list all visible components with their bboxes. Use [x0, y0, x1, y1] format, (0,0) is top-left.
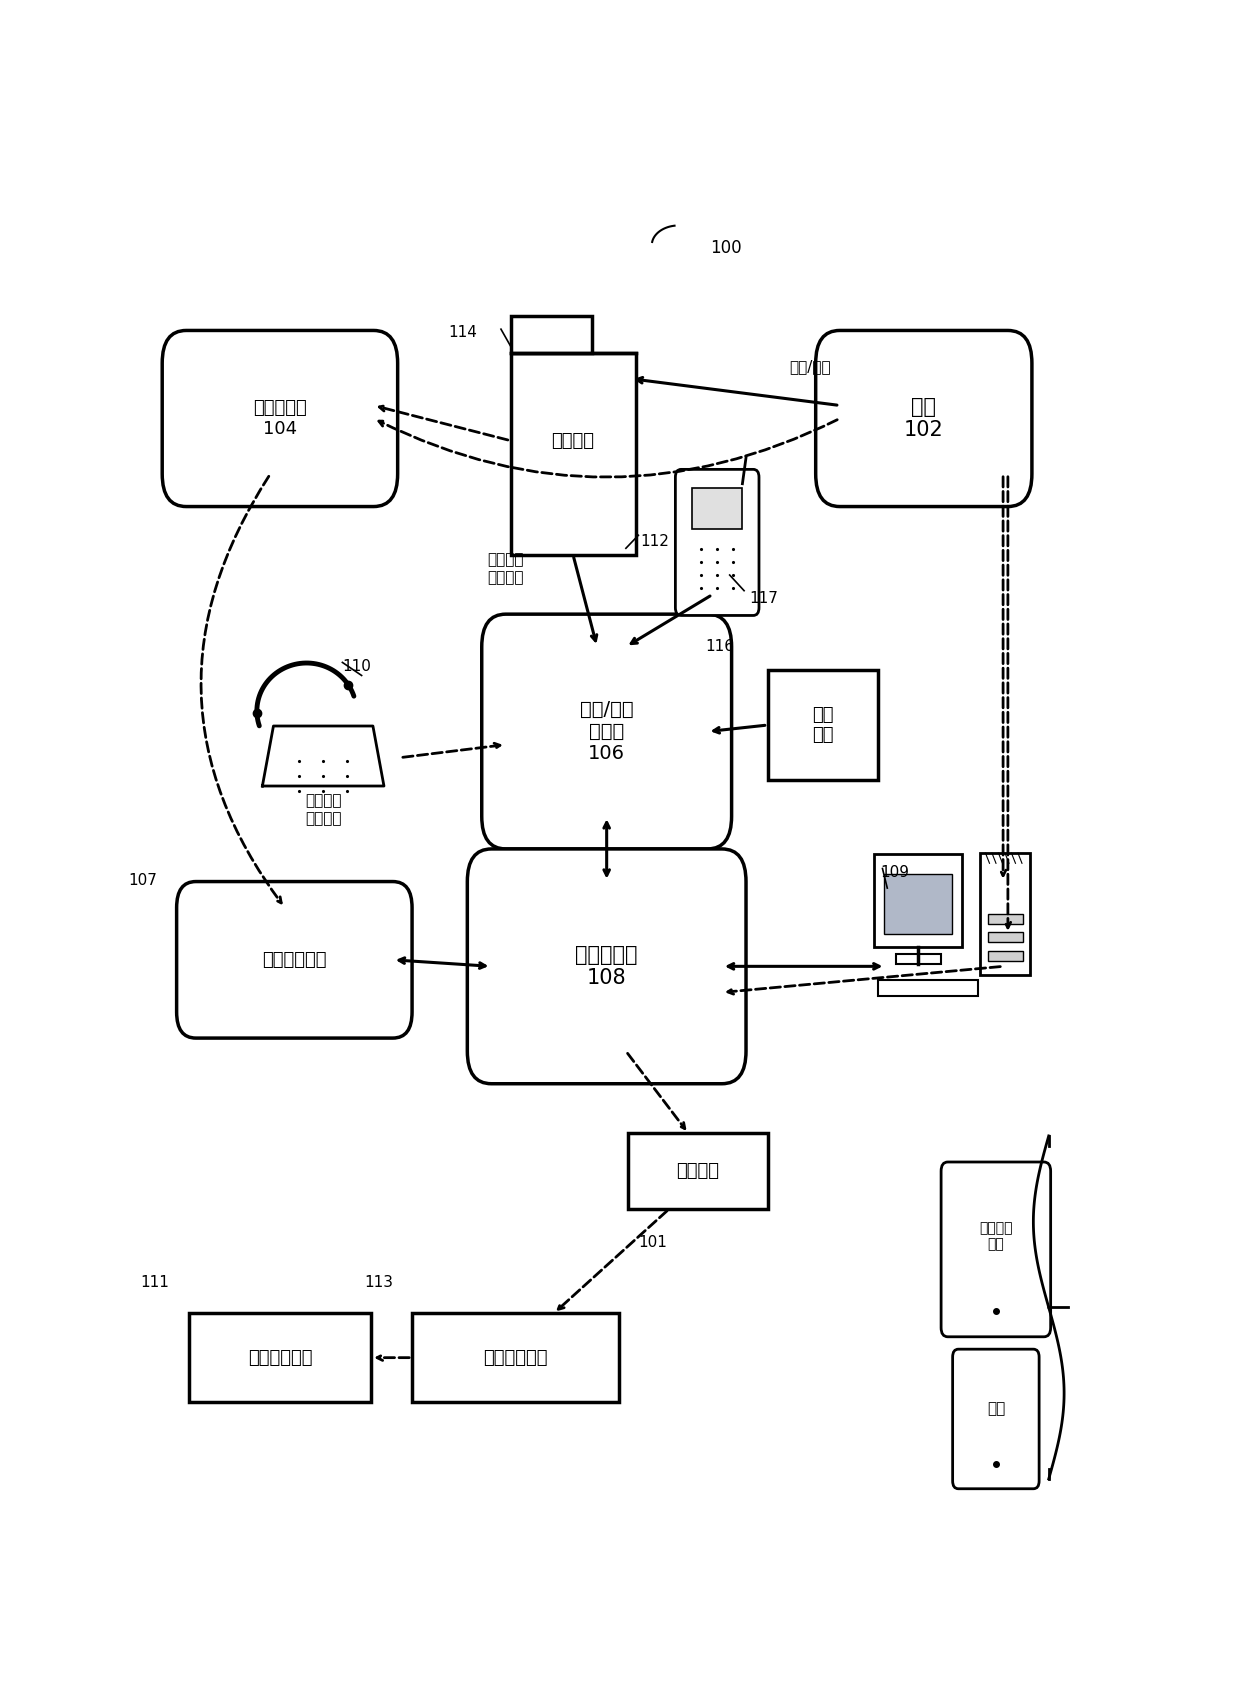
Text: 113: 113	[363, 1276, 393, 1289]
Text: 109: 109	[880, 866, 910, 879]
Bar	[768, 669, 878, 781]
Text: 电话: 电话	[987, 1401, 1004, 1416]
FancyBboxPatch shape	[952, 1348, 1039, 1489]
Text: 数据门户: 数据门户	[677, 1162, 719, 1181]
Text: 保健提供者
104: 保健提供者 104	[253, 400, 306, 439]
Text: 116: 116	[706, 639, 734, 654]
Polygon shape	[263, 727, 384, 786]
Text: 患者
102: 患者 102	[904, 396, 944, 440]
Text: 112: 112	[640, 534, 670, 549]
Text: 101: 101	[637, 1235, 667, 1250]
Text: 117: 117	[749, 591, 777, 606]
Bar	[874, 854, 962, 947]
Bar	[412, 1313, 619, 1403]
Text: 免费专用
电话号码: 免费专用 电话号码	[305, 793, 341, 827]
Text: 电子健康记录: 电子健康记录	[262, 950, 326, 969]
FancyBboxPatch shape	[176, 881, 412, 1038]
Bar	[878, 981, 978, 996]
Bar	[511, 352, 635, 556]
Text: 传真/语音
服务器
106: 传真/语音 服务器 106	[580, 700, 634, 762]
Text: 请求/许可: 请求/许可	[789, 359, 831, 374]
FancyBboxPatch shape	[481, 615, 732, 849]
Text: 免费专用
电话号码: 免费专用 电话号码	[487, 552, 525, 584]
Text: 生命
线卡: 生命 线卡	[812, 706, 833, 744]
Text: 医疗设备网关: 医疗设备网关	[484, 1348, 548, 1367]
FancyBboxPatch shape	[467, 849, 746, 1084]
Text: 医疗记录: 医疗记录	[552, 432, 594, 449]
Bar	[988, 932, 1023, 942]
Bar	[981, 854, 1030, 976]
Bar	[895, 954, 940, 964]
Text: 111: 111	[140, 1276, 170, 1289]
Bar	[988, 915, 1023, 923]
Text: 100: 100	[711, 239, 742, 256]
Text: 患者监测设备: 患者监测设备	[248, 1348, 312, 1367]
FancyBboxPatch shape	[816, 330, 1032, 507]
FancyBboxPatch shape	[676, 469, 759, 615]
Text: 110: 110	[342, 659, 371, 674]
Text: 网络服务器
108: 网络服务器 108	[575, 945, 637, 988]
Bar	[629, 1133, 768, 1210]
Bar	[884, 874, 952, 933]
Bar	[988, 950, 1023, 960]
Bar	[692, 488, 743, 529]
Text: 平板电脑
设备: 平板电脑 设备	[980, 1221, 1013, 1252]
FancyBboxPatch shape	[941, 1162, 1050, 1337]
Text: 114: 114	[448, 325, 477, 339]
Bar	[188, 1313, 371, 1403]
Bar	[511, 317, 593, 352]
Text: 107: 107	[129, 872, 157, 888]
FancyBboxPatch shape	[162, 330, 398, 507]
